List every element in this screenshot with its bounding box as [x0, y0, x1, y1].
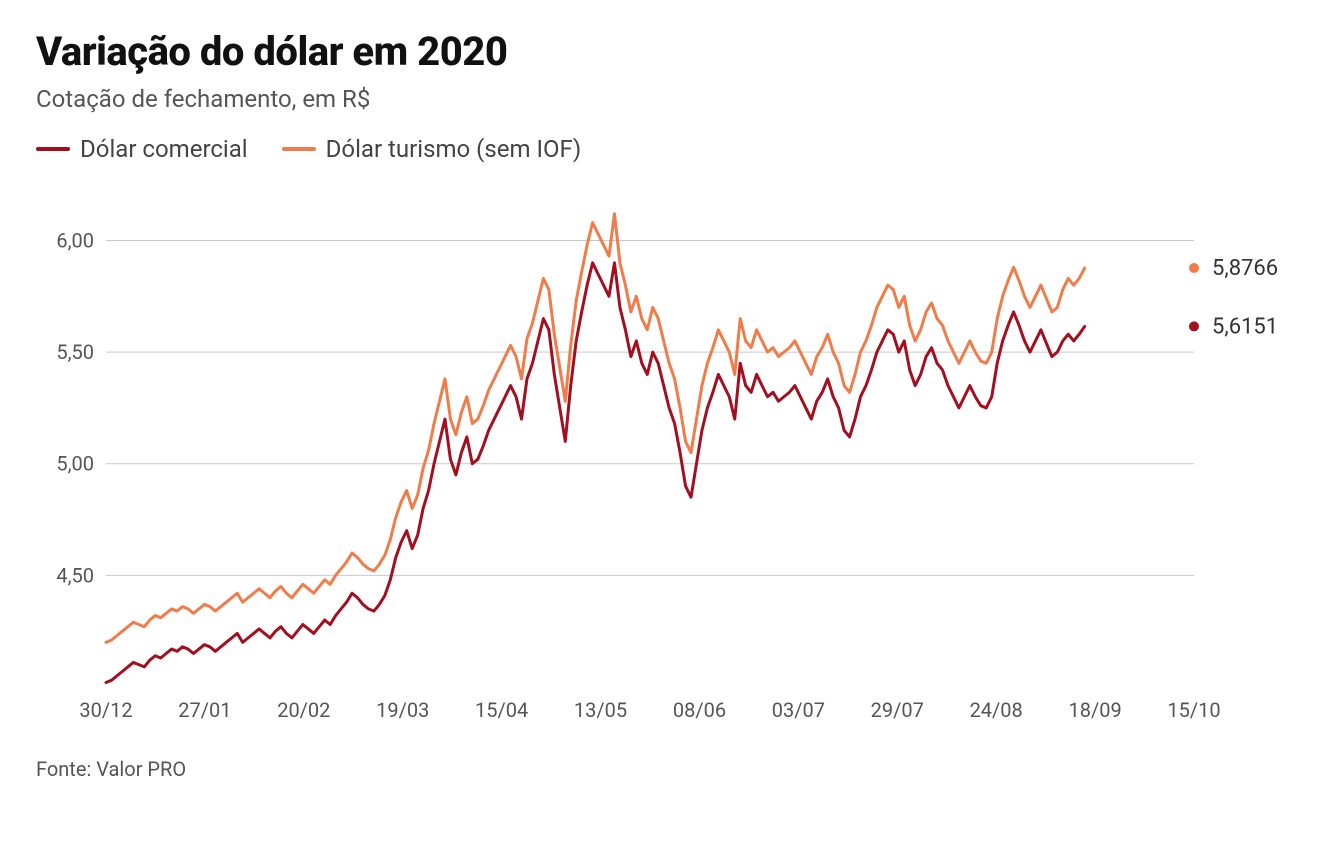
- svg-text:6,00: 6,00: [56, 228, 94, 252]
- svg-text:15/04: 15/04: [475, 698, 528, 722]
- svg-text:20/02: 20/02: [277, 698, 330, 722]
- legend-label-comercial: Dólar comercial: [80, 135, 248, 163]
- svg-text:4,50: 4,50: [56, 563, 94, 587]
- chart-subtitle: Cotação de fechamento, em R$: [36, 85, 1304, 113]
- legend-label-turismo: Dólar turismo (sem IOF): [326, 135, 582, 163]
- legend-item-comercial: Dólar comercial: [36, 135, 248, 163]
- svg-text:5,6151: 5,6151: [1212, 314, 1278, 339]
- svg-text:19/03: 19/03: [376, 698, 429, 722]
- legend: Dólar comercial Dólar turismo (sem IOF): [36, 135, 1304, 163]
- svg-text:30/12: 30/12: [79, 698, 132, 722]
- svg-text:5,50: 5,50: [56, 340, 94, 364]
- svg-text:03/07: 03/07: [772, 698, 825, 722]
- svg-text:27/01: 27/01: [178, 698, 231, 722]
- svg-text:15/10: 15/10: [1167, 698, 1220, 722]
- svg-text:29/07: 29/07: [871, 698, 924, 722]
- chart-plot: 4,50 5,00 5,50 6,00 30/12 27/01 20/02 19/03 15/0…: [36, 191, 1304, 731]
- svg-text:5,00: 5,00: [56, 452, 94, 476]
- legend-swatch-comercial: [36, 147, 70, 151]
- svg-text:18/09: 18/09: [1068, 698, 1121, 722]
- svg-text:5,8766: 5,8766: [1212, 256, 1278, 281]
- chart-container: Variação do dólar em 2020 Cotação de fec…: [0, 0, 1340, 844]
- svg-text:08/06: 08/06: [673, 698, 726, 722]
- chart-title: Variação do dólar em 2020: [36, 28, 1304, 75]
- chart-footer: Fonte: Valor PRO: [36, 757, 1304, 781]
- svg-text:24/08: 24/08: [970, 698, 1023, 722]
- legend-swatch-turismo: [282, 147, 316, 151]
- svg-text:13/05: 13/05: [574, 698, 627, 722]
- legend-item-turismo: Dólar turismo (sem IOF): [282, 135, 582, 163]
- chart-svg: 4,50 5,00 5,50 6,00 30/12 27/01 20/02 19/03 15/0…: [36, 191, 1304, 731]
